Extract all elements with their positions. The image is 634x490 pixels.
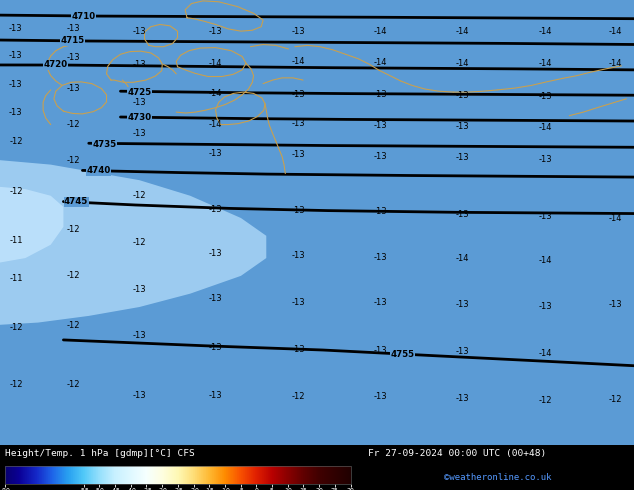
Text: -13: -13 [9, 51, 23, 60]
Text: -13: -13 [456, 300, 470, 309]
Text: -14: -14 [538, 26, 552, 36]
Text: -14: -14 [209, 120, 223, 129]
Text: -14: -14 [538, 123, 552, 132]
Text: -14: -14 [538, 349, 552, 358]
Text: -13: -13 [373, 345, 387, 355]
Text: 4745: 4745 [64, 197, 88, 206]
Text: -13: -13 [456, 122, 470, 131]
Text: -13: -13 [291, 150, 305, 159]
Text: -13: -13 [291, 345, 305, 354]
Text: 4740: 4740 [86, 166, 110, 175]
Text: -12: -12 [9, 187, 23, 196]
Text: -12: -12 [66, 321, 80, 330]
Text: -11: -11 [9, 236, 23, 245]
Text: -13: -13 [538, 155, 552, 164]
Text: -12: -12 [291, 392, 305, 401]
Text: -13: -13 [209, 249, 223, 258]
Text: -14: -14 [456, 26, 470, 36]
Text: -13: -13 [133, 392, 146, 400]
Text: -14: -14 [209, 59, 223, 68]
Text: -13: -13 [9, 24, 23, 33]
Text: -13: -13 [66, 53, 80, 62]
Text: -13: -13 [456, 347, 470, 356]
Text: -13: -13 [9, 80, 23, 89]
Text: 4725: 4725 [127, 88, 152, 97]
Text: -13: -13 [133, 129, 146, 138]
Text: -13: -13 [373, 152, 387, 161]
Text: -12: -12 [66, 156, 80, 165]
Text: -14: -14 [373, 26, 387, 36]
Text: -13: -13 [209, 392, 223, 400]
Text: -13: -13 [209, 294, 223, 303]
Text: -13: -13 [456, 210, 470, 219]
Text: -12: -12 [66, 380, 80, 390]
Text: -14: -14 [456, 59, 470, 68]
Text: -14: -14 [608, 214, 622, 222]
Text: -12: -12 [9, 380, 23, 390]
Text: -12: -12 [133, 191, 146, 200]
Polygon shape [0, 187, 63, 312]
Text: -12: -12 [133, 238, 146, 247]
Text: -13: -13 [291, 206, 305, 216]
Text: -13: -13 [133, 331, 146, 341]
Text: -13: -13 [209, 149, 223, 158]
Text: -13: -13 [133, 285, 146, 294]
Text: -13: -13 [291, 251, 305, 260]
Text: -12: -12 [66, 271, 80, 280]
Text: -14: -14 [209, 89, 223, 98]
Text: -13: -13 [373, 121, 387, 130]
Text: -13: -13 [456, 393, 470, 403]
Text: -13: -13 [538, 92, 552, 101]
Text: -13: -13 [291, 298, 305, 307]
Text: -13: -13 [209, 205, 223, 214]
Text: -12: -12 [66, 224, 80, 234]
Text: -14: -14 [608, 59, 622, 68]
Text: -11: -11 [9, 273, 23, 283]
Text: -14: -14 [538, 59, 552, 68]
Text: -12: -12 [9, 137, 23, 146]
Text: -12: -12 [9, 322, 23, 332]
Text: ©weatheronline.co.uk: ©weatheronline.co.uk [444, 473, 552, 482]
Text: -13: -13 [538, 212, 552, 220]
Text: -13: -13 [133, 98, 146, 107]
Text: -13: -13 [66, 24, 80, 33]
Text: Fr 27-09-2024 00:00 UTC (00+48): Fr 27-09-2024 00:00 UTC (00+48) [368, 448, 546, 458]
Text: -13: -13 [373, 392, 387, 401]
Text: -13: -13 [373, 90, 387, 99]
Text: -13: -13 [291, 119, 305, 128]
Text: 4730: 4730 [127, 113, 152, 122]
Text: -14: -14 [291, 57, 305, 66]
Text: -13: -13 [66, 84, 80, 94]
Text: 4715: 4715 [61, 36, 85, 46]
Text: -13: -13 [373, 253, 387, 262]
Text: 4735: 4735 [93, 140, 117, 148]
Text: -13: -13 [209, 343, 223, 352]
Text: -13: -13 [133, 60, 146, 69]
Text: -13: -13 [291, 26, 305, 36]
Text: 4755: 4755 [391, 350, 415, 359]
Text: -13: -13 [291, 90, 305, 99]
Text: Height/Temp. 1 hPa [gdmp][°C] CFS: Height/Temp. 1 hPa [gdmp][°C] CFS [5, 448, 195, 458]
Text: -14: -14 [538, 256, 552, 265]
Text: -13: -13 [133, 26, 146, 36]
Text: -12: -12 [66, 120, 80, 129]
Text: -13: -13 [9, 108, 23, 117]
Text: -12: -12 [538, 396, 552, 405]
Text: -13: -13 [373, 207, 387, 216]
Text: -13: -13 [456, 91, 470, 100]
Text: -14: -14 [456, 254, 470, 264]
Text: 4720: 4720 [44, 60, 68, 70]
Text: -14: -14 [608, 26, 622, 36]
Text: 4710: 4710 [72, 12, 96, 21]
Text: -13: -13 [209, 26, 223, 36]
Text: -13: -13 [373, 298, 387, 307]
Text: -13: -13 [538, 302, 552, 312]
Polygon shape [0, 160, 266, 445]
Text: -12: -12 [608, 395, 622, 404]
Text: -14: -14 [373, 58, 387, 67]
Text: -13: -13 [456, 153, 470, 163]
Text: -13: -13 [608, 300, 622, 309]
